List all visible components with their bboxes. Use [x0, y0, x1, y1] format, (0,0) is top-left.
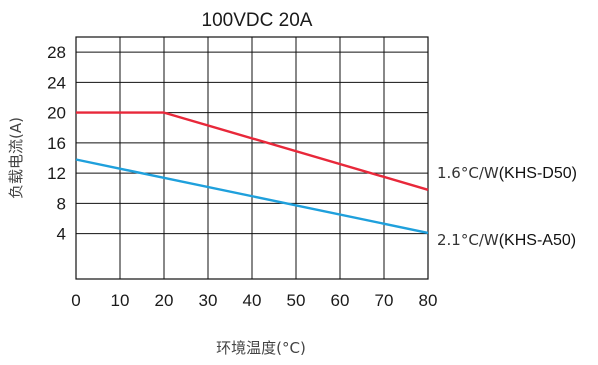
plot-frame [75, 36, 429, 280]
y-tick-labels: 28 24 20 16 12 8 4 [47, 43, 66, 244]
y-tick-label: 4 [57, 225, 66, 244]
x-tick-label: 70 [375, 291, 394, 310]
y-tick-label: 12 [47, 164, 66, 183]
series-label-khs-d50-resistance: 1.6°C/W [437, 164, 499, 182]
x-tick-label: 50 [287, 291, 306, 310]
y-tick-label: 24 [47, 73, 66, 92]
series-line-khs-a50 [75, 158, 429, 235]
x-tick-label: 20 [155, 291, 174, 310]
x-tick-labels: 0 10 20 30 40 50 60 70 80 [71, 291, 437, 310]
series-line-khs-d50 [76, 111, 429, 191]
series-label-khs-a50-model: (KHS-A50) [499, 232, 576, 249]
series-label-khs-d50-model: (KHS-D50) [499, 165, 577, 182]
y-axis-label: 负载电流(A) [7, 117, 25, 199]
y-tick-label: 16 [47, 134, 66, 153]
chart-title: 100VDC 20A [202, 10, 313, 31]
x-tick-label: 60 [331, 291, 350, 310]
series-label-khs-a50: 2.1°C/W(KHS-A50) [437, 231, 576, 249]
y-tick-label: 20 [47, 104, 66, 123]
x-axis-label: 环境温度(°C) [216, 339, 306, 357]
y-tick-label: 8 [57, 194, 66, 213]
series-label-khs-d50: 1.6°C/W(KHS-D50) [437, 164, 577, 182]
x-tick-label: 40 [243, 291, 262, 310]
series-label-khs-a50-resistance: 2.1°C/W [437, 231, 499, 249]
plot-grid [76, 37, 428, 279]
y-tick-label: 28 [47, 43, 66, 62]
series-lines [75, 111, 429, 235]
x-tick-label: 10 [111, 291, 130, 310]
x-tick-label: 0 [71, 291, 80, 310]
x-tick-label: 80 [419, 291, 438, 310]
x-tick-label: 30 [199, 291, 218, 310]
